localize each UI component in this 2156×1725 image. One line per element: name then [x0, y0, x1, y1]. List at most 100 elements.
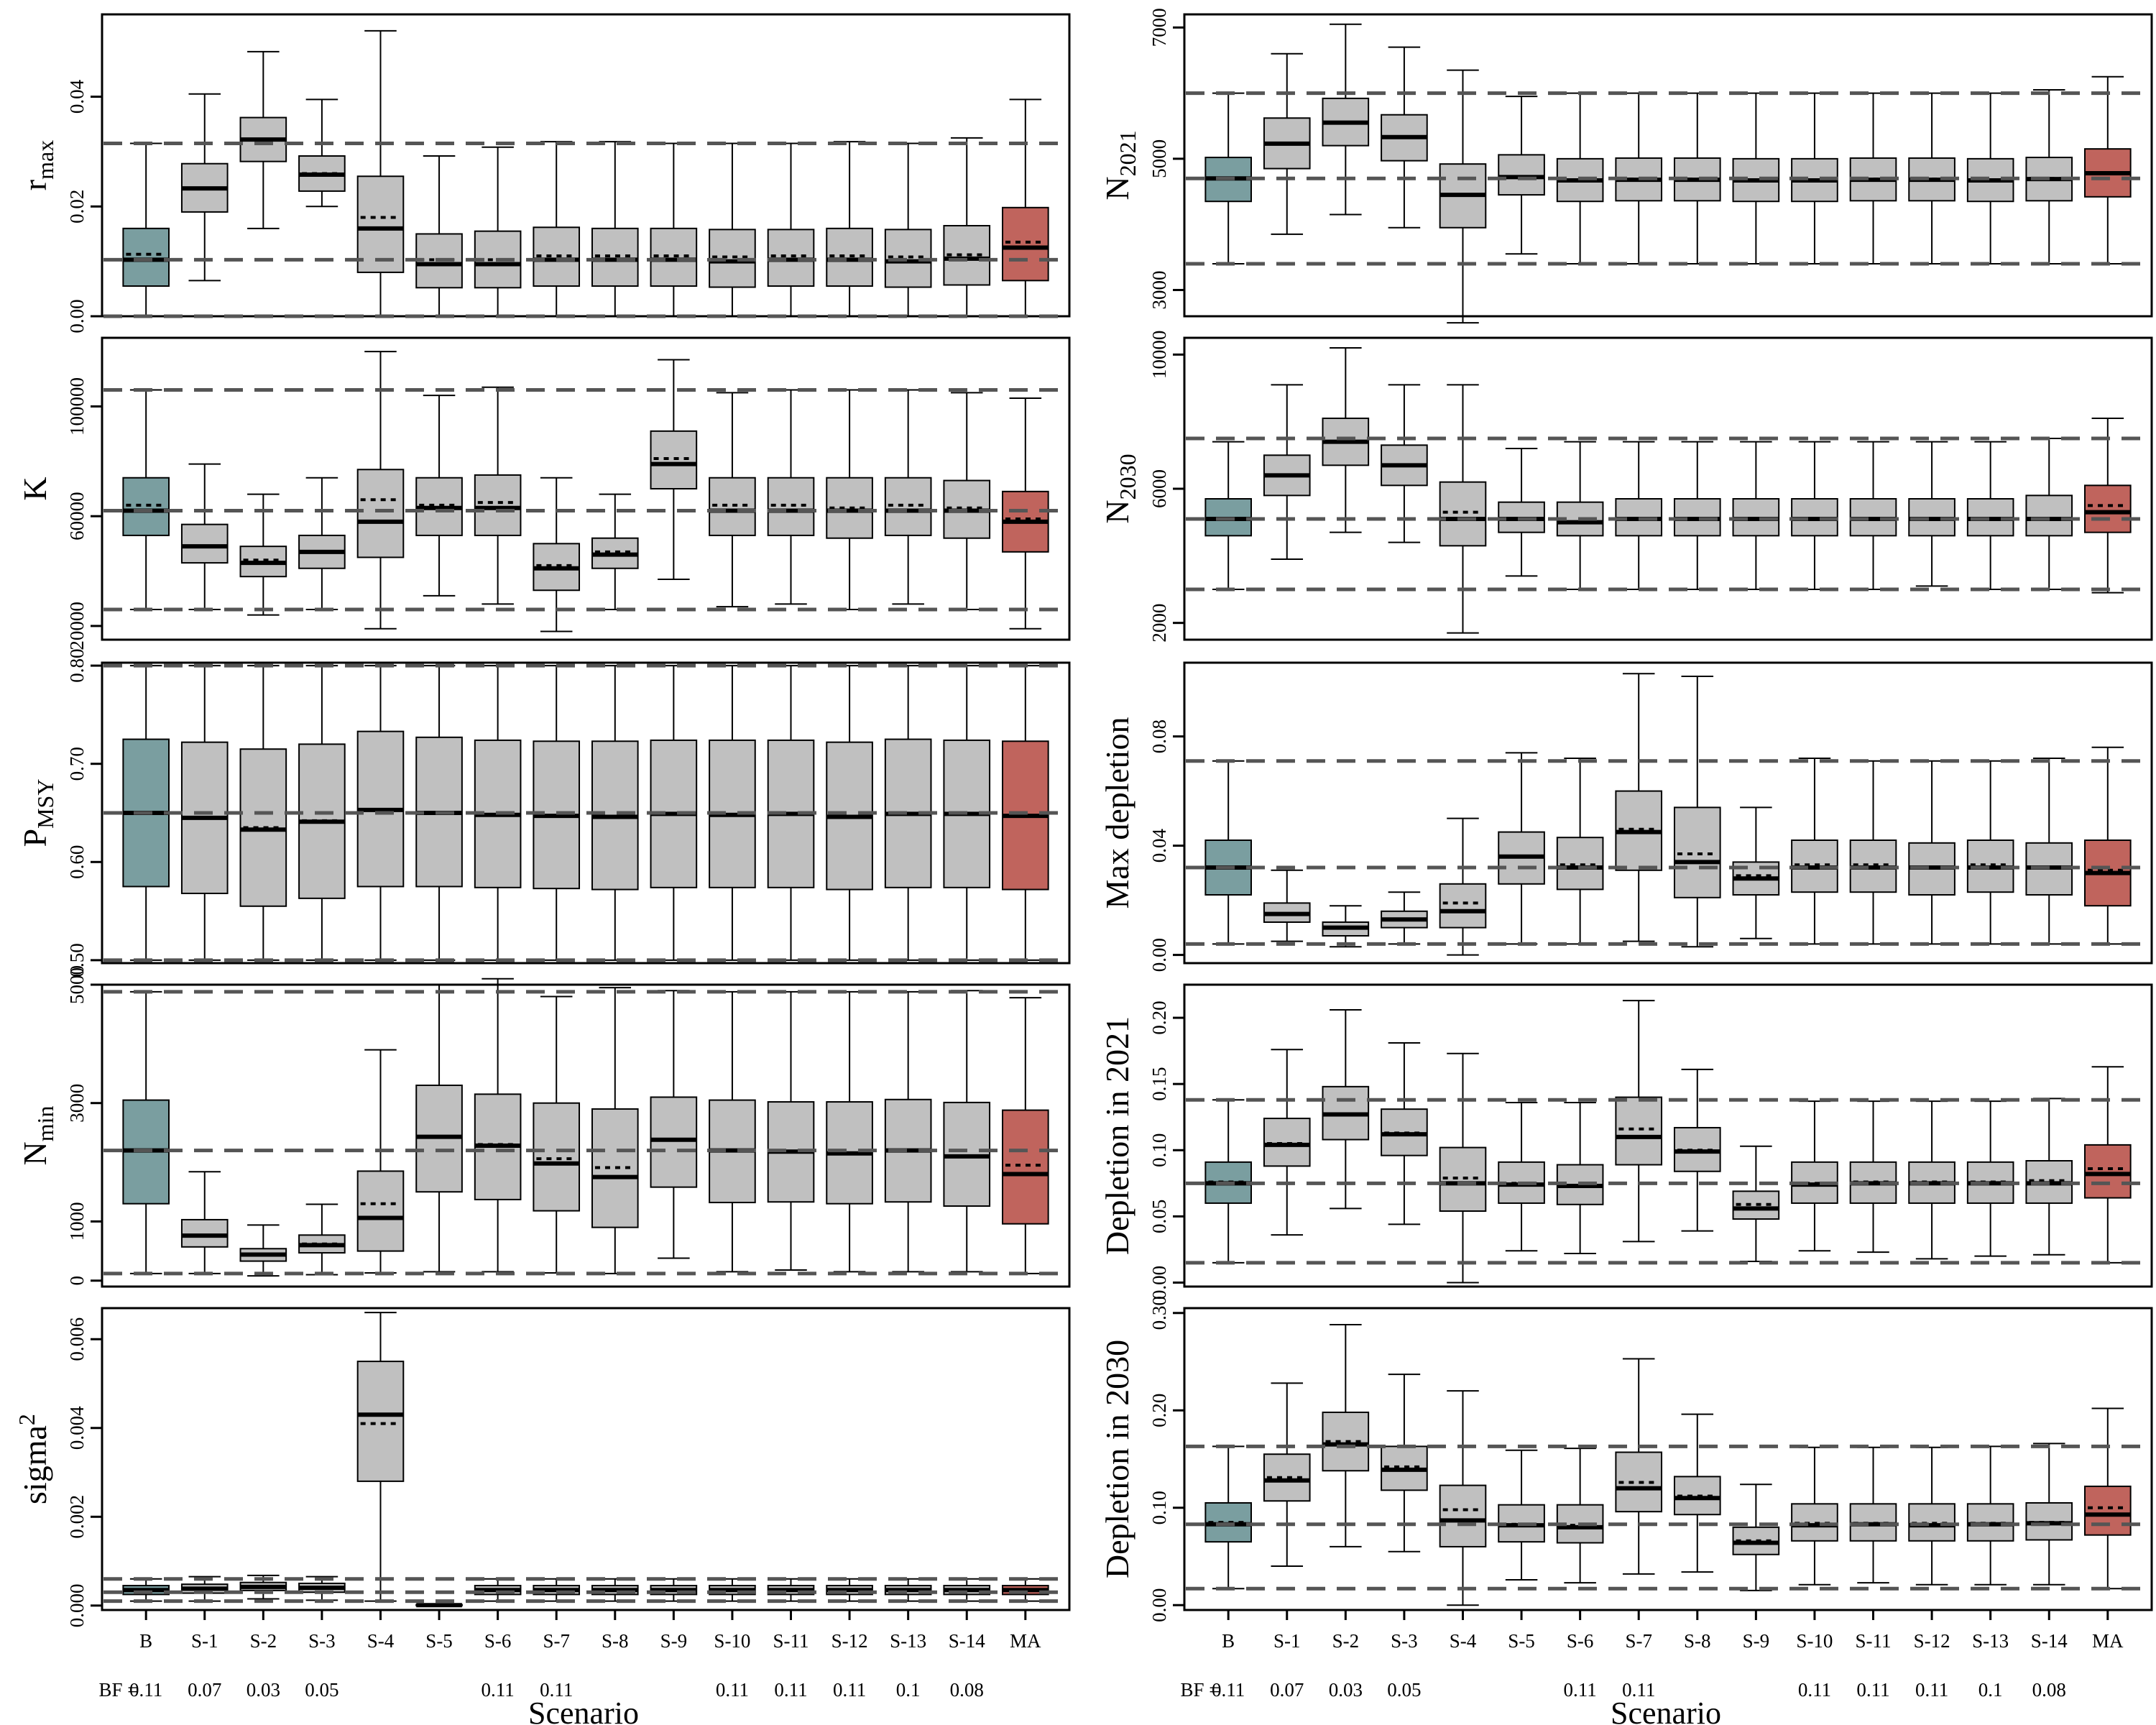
x-tick-label: S-12	[1914, 1630, 1950, 1652]
iqr-box	[1002, 1109, 1049, 1225]
y-tick-label: 0.004	[66, 1406, 88, 1450]
box-S-14	[2025, 758, 2073, 945]
box-S-11	[767, 389, 815, 605]
box-S-8	[1673, 1068, 1721, 1232]
box-MA	[1002, 98, 1049, 317]
box-S-14	[943, 392, 991, 610]
box-S-5	[415, 984, 463, 1273]
box-S-2	[1322, 347, 1370, 533]
box-S-2	[239, 1224, 287, 1277]
y-axis-label: rmax	[17, 140, 58, 190]
y-axis-label: Depletion in 2030	[1099, 1340, 1135, 1578]
box-S-12	[826, 665, 873, 961]
x-tick-label: S-6	[1567, 1630, 1594, 1652]
box-S-6	[1556, 1101, 1604, 1254]
iqr-box	[2025, 494, 2073, 537]
box-S-3	[298, 1576, 346, 1601]
box-S-11	[767, 1578, 815, 1602]
box-S-9	[650, 1578, 698, 1602]
box-S-5	[415, 1603, 463, 1608]
y-axis-label: K	[17, 477, 53, 500]
box-S-7	[533, 141, 581, 317]
box-S-2	[239, 493, 287, 616]
plot-frame	[1183, 983, 2153, 1288]
x-tick-label: S-11	[1856, 1630, 1892, 1652]
x-tick-label: S-7	[1625, 1630, 1652, 1652]
box-S-8	[591, 665, 639, 961]
box-S-13	[1966, 441, 2014, 590]
box-MA	[2084, 418, 2132, 594]
plot-frame	[1183, 661, 2153, 965]
box-S-1	[1263, 52, 1311, 235]
box-S-2	[1322, 23, 1370, 216]
box-S-12	[1908, 760, 1955, 945]
box-S-7	[1615, 673, 1663, 942]
x-tick-label: S-9	[1743, 1630, 1770, 1652]
x-tick-label: S-4	[367, 1630, 395, 1652]
bf-value: 0.1	[896, 1679, 921, 1701]
box-S-7	[1615, 1000, 1663, 1243]
box-S-2	[239, 1574, 287, 1600]
x-tick-label: S-13	[1972, 1630, 2009, 1652]
box-S-2	[1322, 905, 1370, 948]
box-MA	[2084, 1407, 2132, 1590]
box-S-11	[767, 142, 815, 317]
bf-value: 0.08	[2032, 1679, 2066, 1701]
box-B	[122, 990, 170, 1274]
box-S-4	[356, 1312, 405, 1602]
box-S-2	[239, 665, 287, 961]
plot-frame	[101, 336, 1071, 641]
bf-value: 0.11	[1622, 1679, 1655, 1701]
box-S-12	[826, 990, 873, 1273]
box-S-1	[180, 1576, 229, 1602]
box-S-2	[239, 50, 287, 229]
box-S-14	[2025, 438, 2073, 590]
box-S-7	[533, 477, 581, 632]
y-axis-label: N2030	[1099, 454, 1141, 523]
bf-value: 0.08	[950, 1679, 984, 1701]
plot-frame	[101, 13, 1071, 318]
y-tick-label: 0.00	[66, 299, 88, 333]
box-S-5	[415, 155, 463, 317]
box-S-4	[1439, 817, 1487, 956]
box-S-6	[1556, 1448, 1604, 1584]
box-S-6	[1556, 758, 1604, 945]
y-tick-label: 5000	[66, 965, 88, 1004]
box-S-13	[1966, 760, 2014, 945]
box-S-3	[298, 477, 346, 610]
y-tick-label: 0.000	[66, 1583, 88, 1627]
y-tick-label: 0.00	[1148, 1266, 1170, 1300]
y-tick-label: 0.20	[1148, 1394, 1170, 1427]
box-S-4	[356, 351, 405, 630]
box-S-4	[356, 1049, 405, 1274]
bf-value: 0.11	[1212, 1679, 1245, 1701]
iqr-box	[1615, 1096, 1663, 1166]
box-B	[1204, 1099, 1252, 1264]
box-S-10	[1791, 1446, 1838, 1586]
y-tick-label: 3000	[1148, 270, 1170, 309]
x-tick-label: S-13	[890, 1630, 926, 1652]
iqr-box	[533, 1102, 581, 1212]
bf-value: 0.11	[1915, 1679, 1948, 1701]
box-S-5	[1498, 1449, 1545, 1581]
y-axis-label: Max depletion	[1099, 717, 1135, 909]
box-S-5	[1498, 1101, 1545, 1252]
bf-value: 0.03	[247, 1679, 280, 1701]
box-S-14	[2025, 1098, 2073, 1256]
plot-frame	[1183, 13, 2153, 318]
box-S-12	[1908, 441, 1955, 587]
box-S-9	[650, 990, 698, 1259]
panel-sigma2: 0.000 0.002 0.004 0.006 sigma2 B 0.11 S-1 0.07 S-…	[14, 1307, 1071, 1701]
bf-value: 0.11	[774, 1679, 807, 1701]
box-S-9	[1732, 441, 1780, 590]
box-S-14	[943, 1578, 991, 1602]
box-S-7	[533, 1578, 581, 1602]
x-tick-label: S-14	[949, 1630, 986, 1652]
box-S-11	[1849, 441, 1897, 590]
y-tick-label: 6000	[1148, 469, 1170, 508]
plot-frame	[1183, 336, 2153, 641]
y-tick-label: 0.15	[1148, 1067, 1170, 1101]
box-S-4	[1439, 69, 1487, 324]
y-tick-label: 3000	[66, 1084, 88, 1123]
